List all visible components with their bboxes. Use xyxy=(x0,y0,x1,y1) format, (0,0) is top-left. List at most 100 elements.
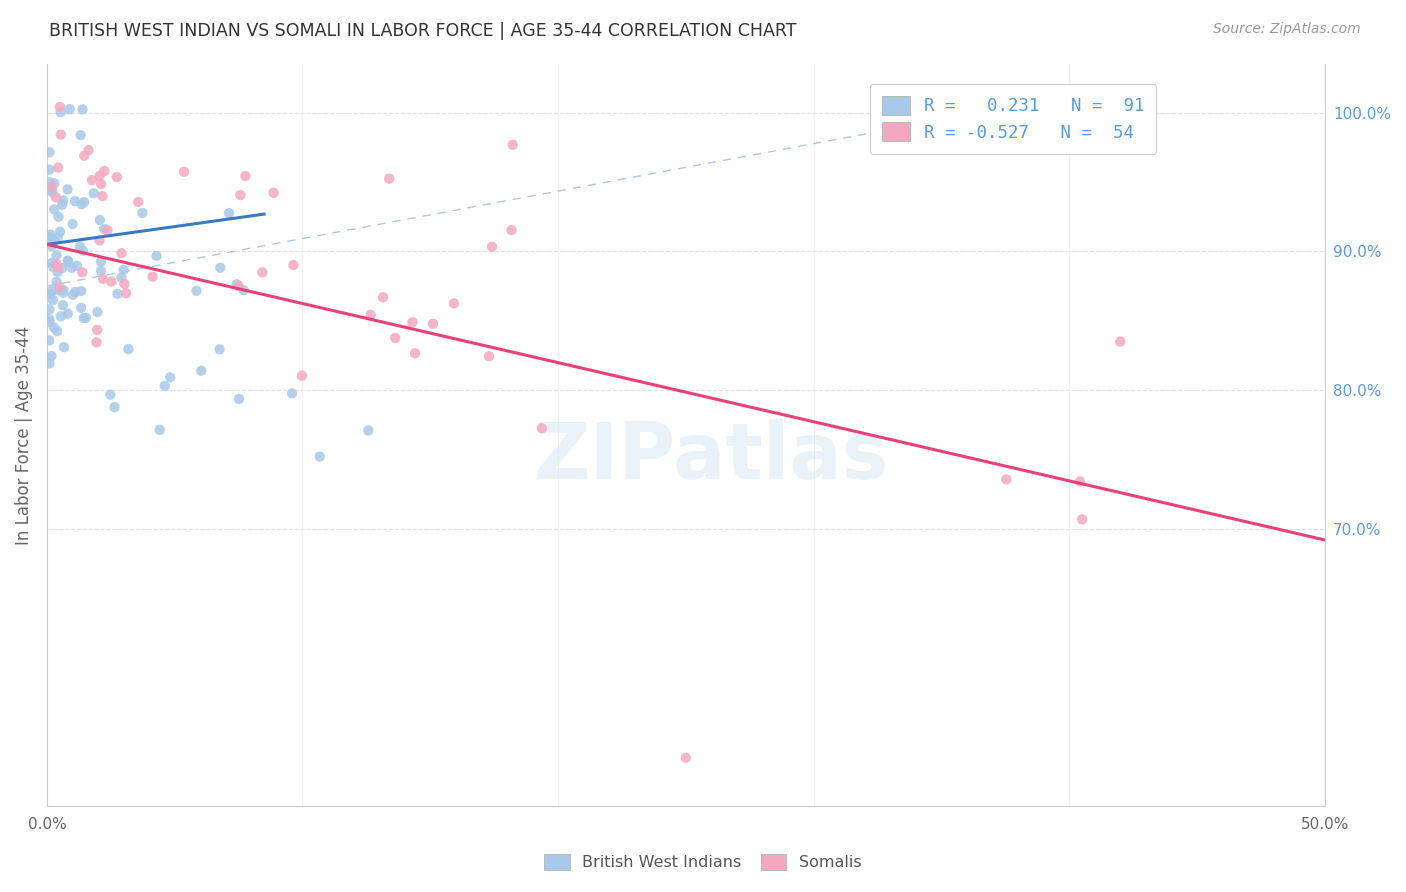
Point xyxy=(38,162,60,177)
Point xyxy=(42,202,65,217)
Point xyxy=(228,278,250,293)
Point xyxy=(46,260,69,275)
Point xyxy=(75,310,97,325)
Point xyxy=(89,169,111,183)
Point xyxy=(105,169,128,184)
Point xyxy=(52,285,75,300)
Point xyxy=(49,225,72,239)
Point xyxy=(70,284,93,298)
Point xyxy=(69,128,91,142)
Point xyxy=(72,103,94,117)
Point xyxy=(80,173,103,187)
Point xyxy=(190,364,212,378)
Point xyxy=(38,312,60,326)
Point xyxy=(41,284,63,298)
Point xyxy=(56,182,79,196)
Point xyxy=(70,301,93,315)
Text: ZIPatlas: ZIPatlas xyxy=(534,419,889,495)
Point xyxy=(90,177,112,191)
Point xyxy=(149,423,172,437)
Point xyxy=(142,269,165,284)
Point xyxy=(89,234,111,248)
Point xyxy=(63,194,86,208)
Point xyxy=(291,368,314,383)
Point xyxy=(110,270,132,285)
Point xyxy=(48,210,70,224)
Point xyxy=(56,253,79,268)
Point xyxy=(38,302,60,317)
Point xyxy=(45,248,67,262)
Point xyxy=(478,349,501,363)
Point xyxy=(91,272,114,286)
Point xyxy=(371,290,394,304)
Point xyxy=(45,275,67,289)
Point xyxy=(228,392,250,406)
Point xyxy=(232,284,254,298)
Point xyxy=(263,186,285,200)
Y-axis label: In Labor Force | Age 35-44: In Labor Force | Age 35-44 xyxy=(15,326,32,545)
Legend: R =   0.231   N =  91, R = -0.527   N =  54: R = 0.231 N = 91, R = -0.527 N = 54 xyxy=(870,84,1156,153)
Point xyxy=(39,175,62,189)
Point xyxy=(41,349,63,363)
Point xyxy=(49,100,72,114)
Point xyxy=(443,296,465,310)
Point xyxy=(98,388,121,402)
Point xyxy=(378,171,401,186)
Point xyxy=(1071,512,1094,526)
Point xyxy=(62,217,84,231)
Point xyxy=(45,190,67,204)
Point xyxy=(360,308,382,322)
Point xyxy=(90,254,112,268)
Point xyxy=(283,258,305,272)
Point xyxy=(42,293,65,307)
Point xyxy=(208,343,231,357)
Point xyxy=(45,257,67,271)
Point xyxy=(159,370,181,384)
Point xyxy=(93,164,115,178)
Point xyxy=(117,342,139,356)
Point xyxy=(51,261,73,276)
Legend: British West Indians, Somalis: British West Indians, Somalis xyxy=(537,847,869,877)
Point xyxy=(218,206,240,220)
Point xyxy=(91,189,114,203)
Point xyxy=(46,230,69,244)
Point xyxy=(72,244,94,258)
Point xyxy=(131,206,153,220)
Point xyxy=(173,165,195,179)
Point xyxy=(46,324,69,338)
Point xyxy=(225,277,247,292)
Point xyxy=(235,169,257,183)
Point xyxy=(44,177,66,191)
Point xyxy=(41,239,63,253)
Point xyxy=(89,213,111,227)
Point xyxy=(1109,334,1132,349)
Point xyxy=(103,400,125,414)
Point xyxy=(86,305,108,319)
Point xyxy=(41,183,63,197)
Point xyxy=(252,265,274,279)
Point xyxy=(96,223,118,237)
Point xyxy=(46,161,69,175)
Point xyxy=(70,265,93,279)
Point xyxy=(73,195,96,210)
Text: Source: ZipAtlas.com: Source: ZipAtlas.com xyxy=(1213,22,1361,37)
Point xyxy=(86,323,108,337)
Point xyxy=(38,230,60,244)
Point xyxy=(62,288,84,302)
Point xyxy=(59,102,82,116)
Point xyxy=(308,450,330,464)
Point xyxy=(52,194,75,208)
Point xyxy=(42,234,65,248)
Point xyxy=(995,472,1018,486)
Point xyxy=(675,750,697,764)
Point xyxy=(48,283,70,297)
Point xyxy=(49,128,72,142)
Point xyxy=(115,286,138,301)
Point xyxy=(86,335,108,350)
Point xyxy=(69,239,91,253)
Point xyxy=(60,260,83,275)
Point xyxy=(153,379,176,393)
Point xyxy=(384,331,406,345)
Point xyxy=(107,286,129,301)
Point xyxy=(401,315,423,329)
